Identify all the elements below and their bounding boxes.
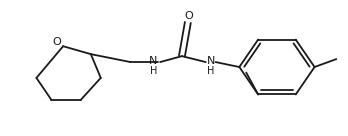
Text: O: O <box>184 11 193 21</box>
Text: N: N <box>206 56 215 66</box>
Text: O: O <box>53 37 62 47</box>
Text: H: H <box>150 66 157 76</box>
Text: N: N <box>149 56 157 66</box>
Text: H: H <box>207 66 214 76</box>
